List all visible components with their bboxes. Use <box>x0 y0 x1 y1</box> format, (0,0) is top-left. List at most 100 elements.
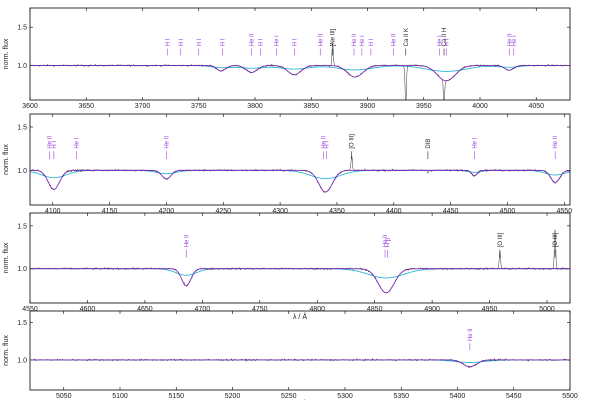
x-tick-label: 5500 <box>562 393 578 400</box>
x-tick-label: 5450 <box>506 393 522 400</box>
x-tick-label: 5150 <box>168 393 184 400</box>
x-tick-label: 3650 <box>78 103 94 110</box>
line-id-label: H β <box>385 237 391 247</box>
x-tick-label: 5000 <box>539 306 555 313</box>
x-tick-label: 4900 <box>424 306 440 313</box>
line-id-label: H I <box>220 38 226 46</box>
line-id-label: He II <box>507 33 513 46</box>
spectrum-lines <box>30 155 570 193</box>
x-tick-label: 5100 <box>112 393 128 400</box>
continuum-line <box>30 65 570 72</box>
y-tick-label: 1.5 <box>17 223 27 230</box>
line-id-label: He II <box>184 234 190 247</box>
line-id-label: H I <box>179 38 185 46</box>
x-tick-label: 4400 <box>386 208 402 215</box>
line-id-label: [Ne III] <box>331 28 337 46</box>
line-id-label: He I <box>360 35 366 46</box>
line-id-label: H I <box>197 38 203 46</box>
x-tick-label: 3750 <box>191 103 207 110</box>
y-tick-label: 1.5 <box>17 25 27 32</box>
line-id-label: He I <box>75 137 81 148</box>
y-axis-label: norm. flux <box>3 144 10 175</box>
x-tick-label: 4150 <box>102 208 118 215</box>
y-tick-label: 1.0 <box>17 63 27 70</box>
x-tick-label: 3850 <box>303 103 319 110</box>
panel-1: 3600 3650 3700 3750 3800 3850 3900 3950 4000 4050… <box>3 7 571 110</box>
y-axis-label: norm. flux <box>3 242 10 273</box>
spectrum-lines <box>30 229 570 294</box>
panel-frame <box>29 212 571 304</box>
x-tick-label: 5350 <box>393 393 409 400</box>
x-tick-label: 4600 <box>80 306 96 313</box>
line-id-label: He I <box>473 137 479 148</box>
line-id-label: He II <box>318 33 324 46</box>
x-tick-label: 4700 <box>195 306 211 313</box>
x-tick-label: 4450 <box>443 208 459 215</box>
x-tick-label: 4800 <box>309 306 325 313</box>
line-id-label: DIB <box>426 139 432 149</box>
line-id-label: [O III] <box>350 134 356 149</box>
y-axis-label: norm. flux <box>3 38 10 69</box>
line-id-label: H I <box>165 38 171 46</box>
y-tick-label: 1.0 <box>17 168 27 175</box>
panel-frame <box>29 7 571 101</box>
line-id-label: Ca II K <box>404 28 410 46</box>
x-tick-label: 4850 <box>367 306 383 313</box>
x-tick-label: 5300 <box>337 393 353 400</box>
x-tick-label: 4950 <box>482 306 498 313</box>
x-tick-label: 5050 <box>56 393 72 400</box>
observed-spectrum <box>30 155 570 193</box>
model-spectrum <box>30 268 570 294</box>
x-tick-label: 4650 <box>137 306 153 313</box>
x-tick-label: 4300 <box>272 208 288 215</box>
line-id-label: He II <box>47 136 53 149</box>
panel-3: 4550 4600 4650 4700 4750 4800 4850 4900 4950 5000… <box>3 212 571 321</box>
line-id-label: H I <box>369 38 375 46</box>
line-id-label: [O III] <box>553 232 559 247</box>
panel-frame <box>29 310 571 391</box>
x-tick-label: 4200 <box>159 208 175 215</box>
x-tick-label: 5200 <box>225 393 241 400</box>
panel-4: 5050 5100 5150 5200 5250 5300 5350 5400 5450 5500… <box>3 310 578 400</box>
line-id-label: He II <box>321 136 327 149</box>
x-axis-label: λ / Å <box>293 312 307 321</box>
panel-2: 4100 4150 4200 4250 4300 4350 4400 4450 4500 4550… <box>3 113 573 215</box>
line-id-label: He II <box>468 328 474 341</box>
y-tick-label: 1.0 <box>17 266 27 273</box>
x-tick-label: 4550 <box>557 208 573 215</box>
line-id-label: He II <box>250 33 256 46</box>
line-id-label: He II <box>164 136 170 149</box>
panel-frame <box>29 113 571 206</box>
x-tick-label: 4250 <box>215 208 231 215</box>
x-tick-label: 4500 <box>500 208 516 215</box>
x-tick-label: 4100 <box>45 208 61 215</box>
x-tick-label: 4000 <box>472 103 488 110</box>
observed-spectrum <box>30 43 570 100</box>
line-id-label: He II <box>553 136 559 149</box>
continuum-line <box>30 268 570 279</box>
x-tick-label: 3800 <box>247 103 263 110</box>
model-spectrum <box>30 65 570 82</box>
model-spectrum <box>30 359 570 368</box>
line-id-label: H I <box>259 38 265 46</box>
x-tick-label: 3700 <box>135 103 151 110</box>
x-tick-label: 5400 <box>450 393 466 400</box>
model-spectrum <box>30 169 570 193</box>
line-id-label: H I <box>292 38 298 46</box>
line-id-label: He I <box>438 35 444 46</box>
line-id-label: He II <box>391 33 397 46</box>
x-tick-label: 4350 <box>329 208 345 215</box>
x-tick-label: 4050 <box>528 103 544 110</box>
line-id-label: He II <box>383 234 389 247</box>
y-tick-label: 1.5 <box>17 320 27 327</box>
y-tick-label: 1.5 <box>17 125 27 132</box>
line-id-label: He I <box>512 35 518 46</box>
line-id-label: Ca II H <box>442 28 448 47</box>
x-tick-label: 4550 <box>22 306 38 313</box>
line-id-label: He II <box>352 33 358 46</box>
x-tick-label: 5250 <box>281 393 297 400</box>
x-tick-label: 3600 <box>22 103 38 110</box>
line-id-label: H I <box>444 38 450 46</box>
continuum-line <box>30 169 570 180</box>
